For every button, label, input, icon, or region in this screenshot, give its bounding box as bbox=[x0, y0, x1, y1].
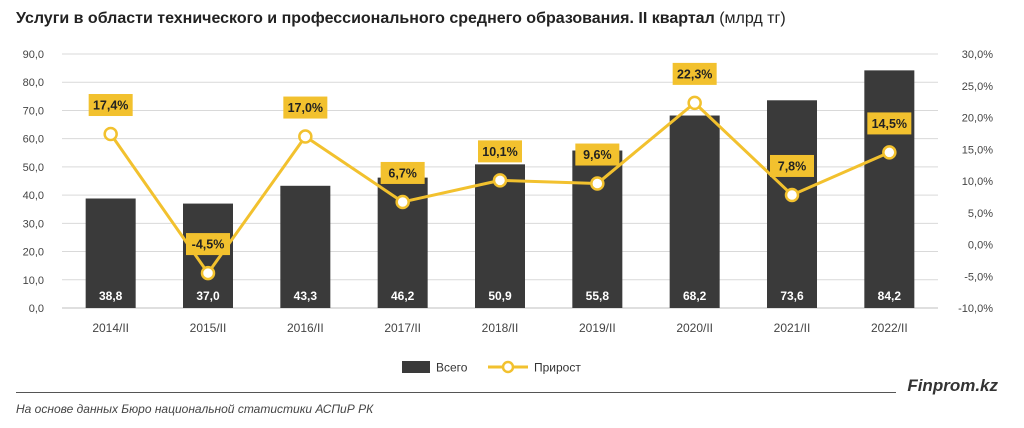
bar bbox=[767, 100, 817, 308]
left-axis-tick-label: 30,0 bbox=[23, 218, 44, 230]
growth-line: 17,4% -4,5% 17,0% 6,7% 10,1% 9,6% 22,3% 7,8% 14,… bbox=[88, 62, 912, 281]
growth-point bbox=[492, 173, 508, 188]
footer-divider bbox=[16, 392, 896, 393]
growth-label-box bbox=[380, 161, 425, 184]
growth-point bbox=[395, 194, 410, 210]
bar bbox=[864, 70, 915, 308]
left-axis-tick-label: 40,0 bbox=[23, 190, 44, 202]
chart-title: Услуги в области технического и професси… bbox=[16, 10, 786, 28]
growth-value-label: 10,1% bbox=[482, 145, 517, 159]
bar bbox=[280, 185, 331, 308]
legend-bar-label: Всего bbox=[436, 361, 468, 375]
left-axis-tick-label: 0,0 bbox=[29, 303, 44, 315]
chart-unit: (млрд тг) bbox=[719, 10, 786, 27]
growth-label-box bbox=[672, 62, 717, 85]
x-axis-tick-label: 2022/II bbox=[871, 321, 908, 335]
growth-point bbox=[298, 129, 313, 144]
growth-value-label: 9,6% bbox=[583, 148, 612, 162]
growth-label-box bbox=[770, 154, 814, 177]
source-note: На основе данных Бюро национальной стати… bbox=[16, 402, 374, 416]
bar-value-label: 50,9 bbox=[488, 289, 512, 303]
bar bbox=[669, 115, 720, 308]
growth-label-box bbox=[186, 233, 230, 256]
growth-value-label: 17,0% bbox=[288, 101, 323, 115]
right-axis-tick-label: 25,0% bbox=[962, 81, 993, 93]
left-axis-tick-label: 10,0 bbox=[23, 275, 44, 287]
right-axis-tick-label: -10,0% bbox=[958, 303, 993, 315]
bar-value-label: 38,8 bbox=[99, 289, 123, 303]
left-axis-tick-label: 90,0 bbox=[23, 49, 44, 61]
legend: Всего Прирост bbox=[402, 361, 581, 375]
left-axis-ticks: 0,0 10,0 20,0 30,0 40,0 50,0 60,0 70,0 80,0 90,0 bbox=[23, 49, 44, 315]
bar bbox=[85, 198, 136, 308]
brand-logo-text: Finprom.kz bbox=[907, 376, 998, 395]
growth-label-box bbox=[867, 112, 912, 135]
x-axis-labels: 2014/II 2015/II 2016/II 2017/II 2018/II 2019/… bbox=[92, 321, 907, 335]
x-axis-tick-label: 2018/II bbox=[482, 321, 519, 335]
right-axis-tick-label: 30,0% bbox=[962, 49, 993, 61]
bar-value-label: 37,0 bbox=[196, 289, 220, 303]
growth-point bbox=[590, 176, 605, 191]
growth-point bbox=[200, 265, 216, 281]
left-axis-tick-label: 80,0 bbox=[23, 77, 44, 89]
left-axis-tick-label: 20,0 bbox=[23, 247, 44, 259]
x-axis-tick-label: 2021/II bbox=[774, 321, 811, 335]
growth-value-label: 7,8% bbox=[778, 159, 807, 173]
legend-line-marker bbox=[501, 360, 515, 374]
x-axis-tick-label: 2015/II bbox=[190, 321, 227, 335]
x-axis-tick-label: 2019/II bbox=[579, 321, 616, 335]
bar bbox=[572, 150, 623, 308]
left-axis-tick-label: 70,0 bbox=[23, 105, 44, 117]
growth-value-label: 17,4% bbox=[93, 99, 128, 113]
growth-point bbox=[882, 145, 897, 160]
right-axis-tick-label: 15,0% bbox=[962, 144, 993, 156]
bar-value-label: 46,2 bbox=[391, 289, 415, 303]
right-axis-tick-label: 0,0% bbox=[968, 240, 993, 252]
bar-value-label: 43,3 bbox=[294, 289, 318, 303]
right-axis-tick-label: 20,0% bbox=[962, 113, 993, 125]
bar-value-label: 73,6 bbox=[780, 289, 804, 303]
growth-point bbox=[103, 126, 118, 142]
legend-bar-swatch bbox=[402, 361, 430, 373]
bar-value-label: 55,8 bbox=[586, 289, 610, 303]
x-axis-tick-label: 2020/II bbox=[676, 321, 713, 335]
growth-value-label: 14,5% bbox=[872, 117, 907, 131]
growth-label-box bbox=[478, 140, 522, 163]
left-axis-tick-label: 60,0 bbox=[23, 134, 44, 146]
growth-label-box bbox=[283, 96, 328, 119]
bar-value-label: 68,2 bbox=[683, 289, 707, 303]
growth-value-label: 6,7% bbox=[388, 166, 417, 180]
x-axis-tick-label: 2016/II bbox=[287, 321, 324, 335]
growth-label-box bbox=[88, 94, 133, 117]
legend-line-label: Прирост bbox=[534, 361, 581, 375]
right-axis-tick-label: 5,0% bbox=[968, 208, 993, 220]
growth-point bbox=[687, 95, 702, 111]
bar-labels: 38,8 37,0 43,3 46,2 50,9 55,8 68,2 73,6 84,2 bbox=[99, 289, 901, 303]
bar-value-label: 84,2 bbox=[878, 289, 902, 303]
right-axis-ticks: -10,0% -5,0% 0,0% 5,0% 10,0% 15,0% 20,0% 25,0% 3… bbox=[958, 49, 993, 315]
growth-label-box bbox=[575, 143, 620, 166]
x-axis-tick-label: 2017/II bbox=[384, 321, 421, 335]
right-axis-tick-label: 10,0% bbox=[962, 176, 993, 188]
chart-title-text: Услуги в области технического и професси… bbox=[16, 10, 715, 27]
bar bbox=[183, 203, 233, 308]
right-axis-tick-label: -5,0% bbox=[964, 271, 993, 283]
growth-point bbox=[784, 187, 800, 203]
x-axis-tick-label: 2014/II bbox=[92, 321, 129, 335]
left-axis-tick-label: 50,0 bbox=[23, 162, 44, 174]
growth-value-label: 22,3% bbox=[677, 67, 712, 81]
growth-value-label: -4,5% bbox=[192, 238, 225, 252]
bar bbox=[475, 164, 525, 308]
